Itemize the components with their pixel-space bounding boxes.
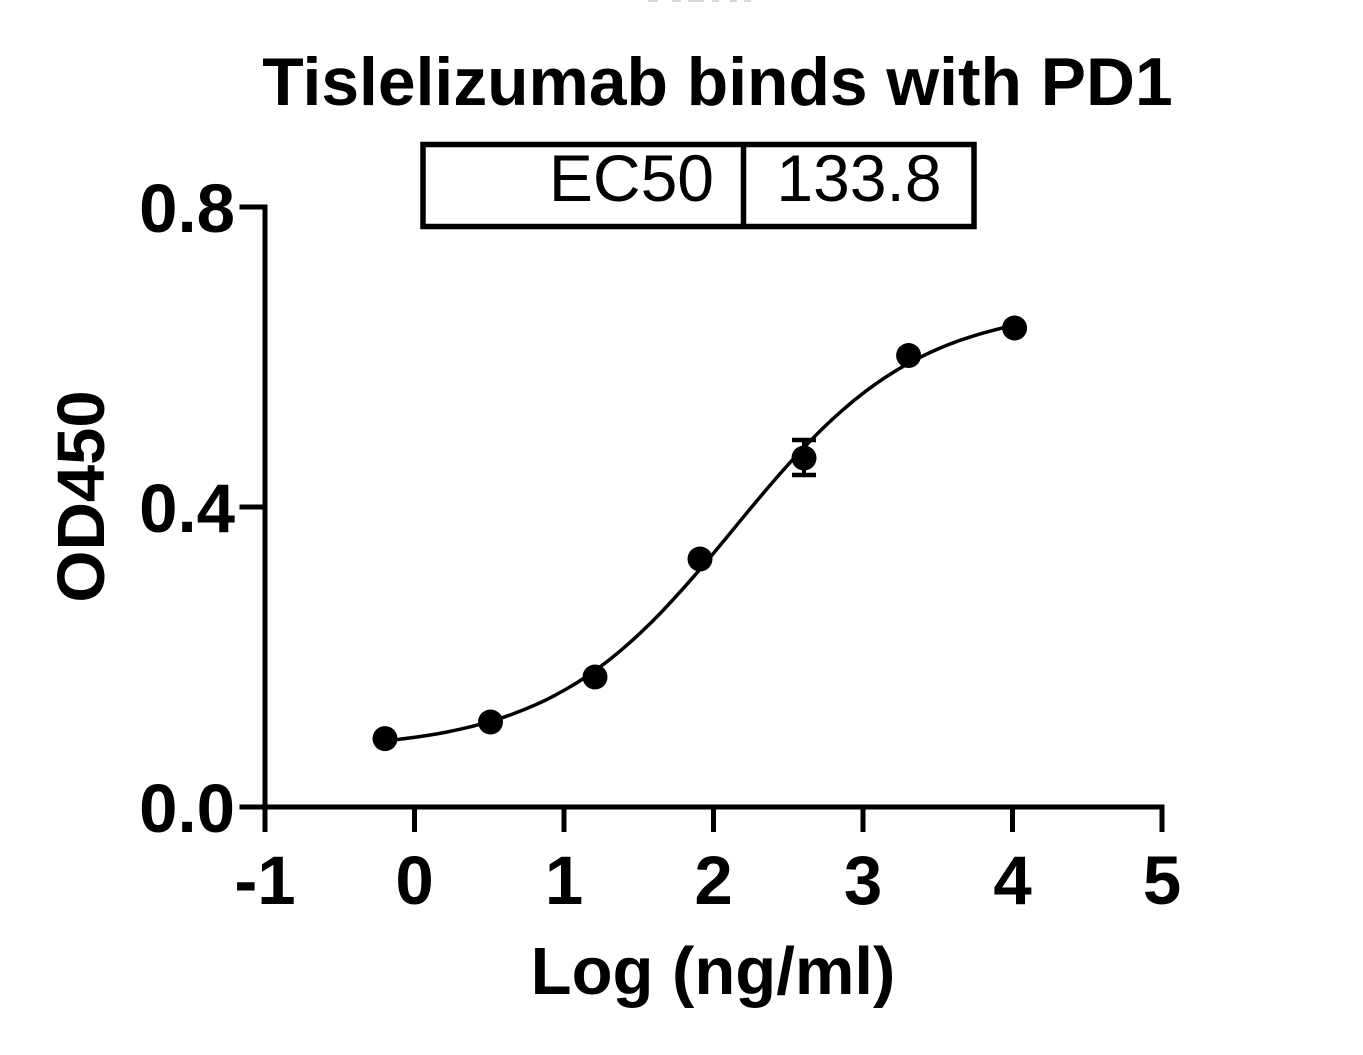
svg-text:5: 5 — [1143, 842, 1181, 919]
svg-text:133.8: 133.8 — [776, 141, 941, 215]
svg-text:OD450: OD450 — [44, 390, 119, 602]
svg-text:EC50: EC50 — [549, 141, 714, 215]
svg-text:1: 1 — [545, 842, 583, 919]
svg-text:0.8: 0.8 — [139, 170, 235, 247]
svg-text:0.4: 0.4 — [139, 470, 235, 547]
svg-text:2: 2 — [694, 842, 732, 919]
svg-text:Log (ng/ml): Log (ng/ml) — [531, 934, 896, 1009]
svg-text:4: 4 — [993, 842, 1031, 919]
svg-text:0.0: 0.0 — [139, 770, 235, 847]
svg-text:3: 3 — [844, 842, 882, 919]
svg-text:0: 0 — [395, 842, 433, 919]
svg-text:-1: -1 — [234, 842, 295, 919]
svg-text:Tislelizumab binds with PD1: Tislelizumab binds with PD1 — [262, 45, 1172, 120]
